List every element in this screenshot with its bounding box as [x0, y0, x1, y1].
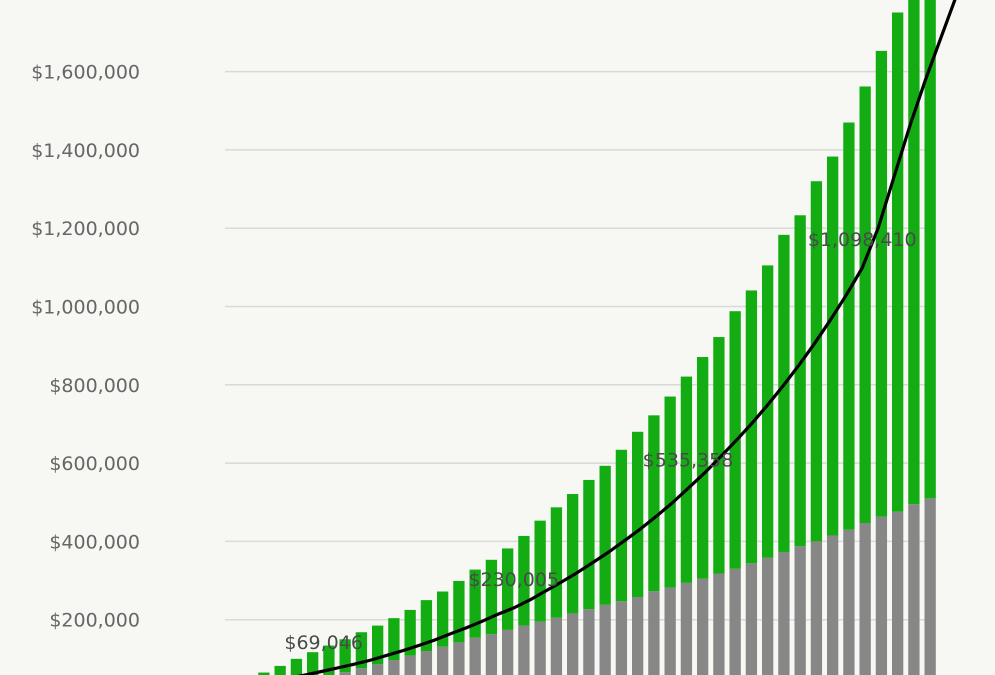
- bar-growth: [583, 479, 595, 610]
- data-label: $535,358: [643, 449, 734, 471]
- bar-growth: [632, 431, 644, 597]
- bar-base: [583, 609, 595, 675]
- bar-growth: [420, 600, 433, 652]
- bar-base: [875, 516, 888, 675]
- bar-growth: [323, 645, 335, 675]
- y-tick-label: $200,000: [49, 610, 140, 632]
- bar-base: [924, 498, 936, 675]
- bar-base: [453, 642, 465, 675]
- bar-base: [762, 557, 774, 675]
- y-tick-label: $800,000: [49, 375, 140, 397]
- bar-growth: [713, 337, 725, 574]
- bar-growth: [290, 658, 303, 675]
- y-axis-tick-labels: $200,000 $400,000 $600,000 $800,000 $1,000,0…: [31, 62, 140, 632]
- bar-base: [843, 529, 855, 675]
- bar-growth: [453, 580, 465, 643]
- y-tick-label: $1,600,000: [31, 62, 140, 84]
- bar-base: [632, 596, 644, 675]
- bar-base: [794, 546, 806, 675]
- bar-base: [404, 655, 416, 675]
- bar-growth: [372, 625, 384, 665]
- bar-growth: [518, 535, 530, 626]
- y-tick-label: $1,200,000: [31, 218, 140, 240]
- bar-growth: [648, 415, 660, 592]
- bar-base: [697, 578, 709, 675]
- bar-growth: [859, 86, 871, 523]
- bar-base: [355, 668, 368, 675]
- bar-base: [339, 672, 351, 675]
- bar-base: [420, 651, 433, 675]
- bar-base: [680, 582, 693, 675]
- y-tick-label: $600,000: [49, 453, 140, 475]
- bar-growth: [778, 234, 790, 552]
- bar-growth: [680, 376, 693, 583]
- bar-growth: [908, 0, 920, 505]
- bar-growth: [875, 50, 888, 517]
- y-tick-label: $1,000,000: [31, 297, 140, 319]
- bar-base: [469, 637, 481, 675]
- bar-base: [664, 587, 676, 675]
- bar-growth: [567, 494, 579, 614]
- data-label: $1,098,410: [808, 229, 917, 251]
- bar-growth: [697, 357, 709, 579]
- bar-base: [648, 591, 660, 675]
- bar-base: [713, 573, 725, 675]
- gridlines: [225, 70, 925, 621]
- bar-base: [518, 625, 530, 675]
- bar-base: [859, 522, 871, 675]
- bar-growth: [404, 609, 416, 656]
- bar-growth: [274, 665, 286, 675]
- bar-base: [745, 563, 758, 675]
- bar-base: [550, 617, 563, 675]
- bar-growth: [924, 0, 936, 499]
- y-tick-label: $1,400,000: [31, 140, 140, 162]
- bar-growth: [615, 449, 628, 602]
- bar-growth: [502, 548, 514, 630]
- data-labels: $69,046 $230,005 $535,358 $1,098,410: [284, 229, 916, 654]
- bar-growth: [485, 559, 498, 635]
- bar-growth: [843, 122, 855, 530]
- bar-base: [615, 601, 628, 675]
- bar-base: [388, 660, 400, 675]
- data-label: $230,005: [468, 569, 559, 591]
- bar-base: [892, 511, 904, 675]
- bar-base: [567, 613, 579, 675]
- bar-growth: [388, 618, 400, 661]
- bar-growth: [827, 156, 839, 536]
- bar-growth: [550, 507, 563, 618]
- bar-base: [778, 551, 790, 675]
- bar-growth: [599, 465, 611, 605]
- bar-base: [534, 621, 546, 675]
- bar-base: [372, 664, 384, 675]
- line-series: [296, 0, 957, 675]
- y-tick-label: $400,000: [49, 531, 140, 553]
- bar-growth: [794, 215, 806, 547]
- bar-growth: [437, 591, 449, 647]
- bar-base: [502, 629, 514, 675]
- bar-base: [485, 634, 498, 675]
- bar-growth: [892, 12, 904, 512]
- bar-base: [810, 541, 823, 675]
- bar-growth: [534, 520, 546, 622]
- bar-series: [258, 0, 936, 675]
- bar-base: [908, 504, 920, 675]
- bar-growth: [762, 265, 774, 558]
- trend-line: [296, 0, 957, 675]
- bar-base: [437, 646, 449, 675]
- bar-base: [827, 535, 839, 675]
- bar-growth: [307, 652, 319, 675]
- bar-growth: [810, 181, 823, 542]
- bar-growth: [469, 569, 481, 638]
- bar-growth: [258, 672, 270, 675]
- bar-base: [729, 568, 741, 675]
- data-label: $69,046: [284, 632, 363, 654]
- bar-growth: [355, 632, 368, 669]
- bar-growth: [664, 396, 676, 588]
- bar-growth: [339, 639, 351, 673]
- bar-base: [599, 604, 611, 675]
- bar-growth: [745, 290, 758, 564]
